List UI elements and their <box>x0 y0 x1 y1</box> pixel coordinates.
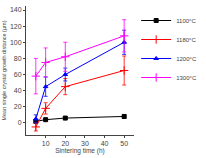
svg-text:20: 20 <box>61 140 69 147</box>
svg-text:30: 30 <box>81 140 89 147</box>
svg-text:0: 0 <box>18 119 22 126</box>
svg-text:1100°C: 1100°C <box>176 18 196 24</box>
svg-text:100: 100 <box>10 39 22 46</box>
svg-text:1180°C: 1180°C <box>176 37 196 43</box>
svg-text:40: 40 <box>101 140 109 147</box>
svg-text:10: 10 <box>42 140 50 147</box>
svg-text:50: 50 <box>120 140 128 147</box>
svg-text:80: 80 <box>14 55 22 62</box>
svg-text:20: 20 <box>14 103 22 110</box>
svg-text:60: 60 <box>14 71 22 78</box>
svg-text:1300°C: 1300°C <box>176 75 197 81</box>
svg-text:120: 120 <box>10 23 22 30</box>
svg-text:40: 40 <box>14 87 22 94</box>
svg-text:1200°C: 1200°C <box>176 56 197 62</box>
svg-text:140: 140 <box>10 6 22 13</box>
svg-text:Mean single crystal growth dis: Mean single crystal growth distance (µm) <box>1 20 7 120</box>
svg-text:Sintering time (h): Sintering time (h) <box>55 147 105 155</box>
